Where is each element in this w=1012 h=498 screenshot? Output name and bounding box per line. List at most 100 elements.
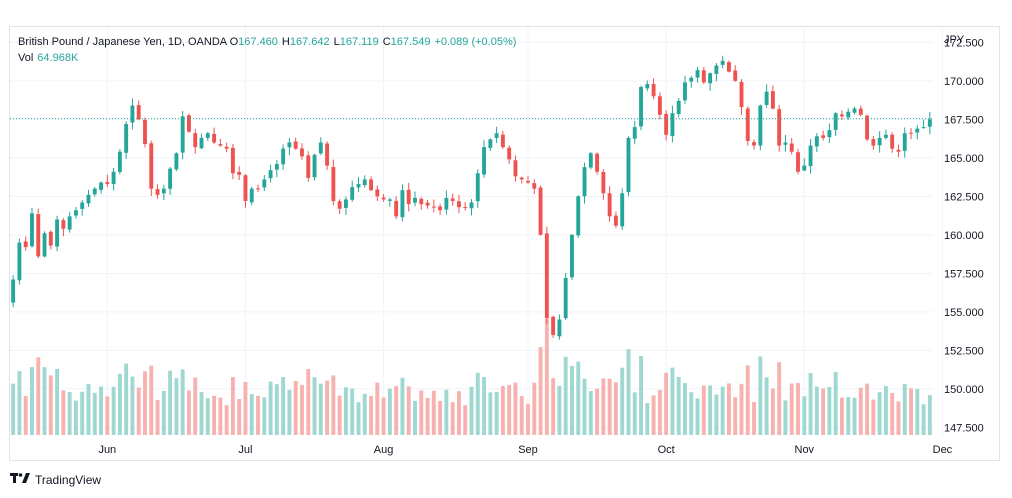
candle-body [444, 197, 449, 210]
candle-body [865, 115, 870, 140]
volume-bar [143, 371, 147, 435]
volume-bar [237, 399, 242, 435]
candle-body [588, 153, 593, 168]
volume-bar [287, 389, 292, 435]
volume-bar [752, 402, 756, 435]
candle-body [777, 109, 782, 146]
brand-name: TradingView [35, 472, 102, 487]
candle-body [243, 175, 248, 201]
volume-bar [720, 386, 725, 435]
volume-bar [406, 386, 411, 435]
volume-bar [92, 392, 97, 435]
candle-body [130, 105, 135, 123]
change-value: +0.089 (+0.05%) [434, 36, 517, 48]
candle-body [808, 145, 813, 167]
candle-body [193, 133, 198, 148]
volume-bar [902, 383, 907, 435]
y-tick-label: 162.500 [944, 191, 984, 203]
candle-body [356, 184, 361, 188]
candle-body [902, 133, 907, 151]
volume-bar [149, 365, 154, 435]
candle-body [343, 199, 348, 208]
volume-bar [431, 390, 436, 435]
candle-body [752, 142, 756, 146]
tradingview-branding[interactable]: TradingView [10, 472, 101, 487]
volume-bar [243, 381, 248, 435]
volume-bar [676, 376, 681, 435]
volume-bar [582, 378, 587, 435]
candle-body [683, 82, 687, 101]
volume-bar [526, 403, 530, 435]
candle-body [601, 171, 606, 194]
candle-body [896, 149, 901, 152]
candle-body [55, 219, 60, 247]
candle-body [482, 147, 487, 175]
candle-body [111, 171, 116, 185]
y-tick-label: 157.500 [944, 268, 984, 280]
volume-bar [337, 395, 342, 435]
volume-bar [55, 368, 60, 435]
volume-bar [576, 361, 581, 435]
x-tick-label: Sep [518, 444, 538, 456]
open-value: 167.460 [238, 36, 278, 48]
volume-bar [212, 395, 217, 435]
candle-body [67, 216, 72, 230]
x-tick-label: Oct [658, 444, 675, 456]
candle-body [17, 242, 22, 281]
candle-body [500, 134, 505, 148]
volume-bar [695, 398, 700, 435]
candle-body [796, 152, 800, 172]
x-tick-label: Dec [933, 444, 953, 456]
volume-bar [17, 371, 22, 435]
candle-body [281, 148, 286, 165]
volume-bar [852, 397, 857, 435]
volume-bar [306, 368, 311, 435]
volume-bar [456, 391, 461, 435]
candle-body [909, 132, 913, 134]
volume-bar [701, 385, 706, 435]
volume-bar [199, 392, 204, 435]
symbol-title[interactable]: British Pound / Japanese Yen, 1D, OANDA [18, 36, 227, 48]
candle-body [526, 180, 530, 183]
volume-bar [808, 373, 813, 435]
candle-body [544, 233, 549, 318]
candle-body [745, 108, 750, 141]
candle-body [513, 160, 518, 177]
volume-bars [11, 318, 932, 435]
candle-body [758, 105, 763, 146]
candle-body [149, 143, 154, 189]
candle-body [199, 137, 204, 149]
candle-body [230, 147, 235, 174]
candle-body [48, 231, 53, 246]
y-tick-label: 155.000 [944, 307, 984, 319]
candle-body [607, 193, 612, 217]
volume-bar [300, 384, 304, 435]
volume-bar [507, 384, 512, 435]
volume-bar [343, 387, 348, 435]
candle-body [425, 202, 430, 206]
volume-bar [670, 367, 675, 435]
candle-body [613, 215, 618, 226]
volume-bar [444, 389, 449, 435]
candle-body [595, 153, 600, 172]
candle-body [519, 177, 524, 180]
candle-body [187, 115, 191, 132]
volume-bar [626, 349, 631, 435]
volume-bar [425, 397, 430, 435]
candle-body [387, 199, 392, 201]
volume-bar [161, 391, 166, 435]
candle-body [456, 201, 461, 208]
candle-body [413, 197, 417, 203]
volume-bar [400, 377, 405, 435]
volume-bar [230, 377, 235, 435]
volume-bar [777, 362, 782, 435]
candle-body [802, 165, 807, 171]
candle-body [237, 171, 242, 175]
chart-frame [9, 26, 1000, 461]
volume-bar [168, 370, 173, 435]
close-label: C [382, 36, 391, 48]
volume-bar [394, 386, 399, 435]
volume-bar [80, 391, 85, 435]
y-axis-labels: 172.500 170.000 167.500 165.000 162.500 160.0… [944, 37, 984, 434]
